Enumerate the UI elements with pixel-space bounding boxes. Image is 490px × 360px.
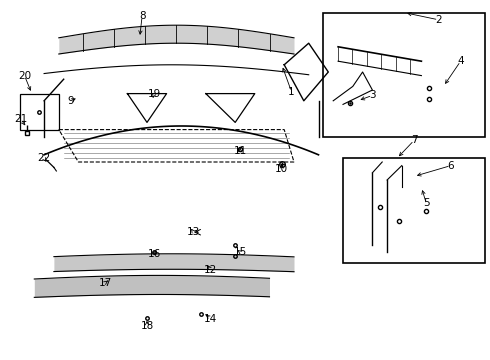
Text: 6: 6 [447,161,454,171]
Bar [343,158,485,263]
Text: 20: 20 [18,71,31,81]
Text: 2: 2 [435,15,442,25]
Text: 19: 19 [147,89,161,99]
Text: 13: 13 [187,227,200,237]
Text: 21: 21 [14,114,27,124]
Text: 5: 5 [423,198,430,208]
Text: 4: 4 [457,56,464,66]
Text: 18: 18 [140,321,154,331]
Text: 1: 1 [288,87,295,97]
Text: 22: 22 [37,153,51,163]
Text: 11: 11 [233,146,247,156]
Text: 17: 17 [98,278,112,288]
Text: 12: 12 [204,265,218,275]
Bar [323,13,485,137]
Text: 16: 16 [147,249,161,259]
Text: 10: 10 [275,164,288,174]
Text: 8: 8 [139,11,146,21]
Text: 3: 3 [369,90,376,100]
Bar [20,94,59,130]
Text: 14: 14 [204,314,218,324]
Text: 15: 15 [233,247,247,257]
Text: 9: 9 [68,96,74,106]
Text: 7: 7 [411,135,417,145]
